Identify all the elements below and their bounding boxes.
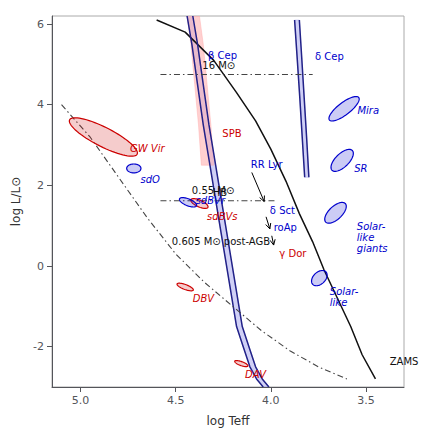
svg-text:Solar-: Solar-	[330, 286, 359, 297]
svg-text:β Cep: β Cep	[208, 50, 238, 62]
svg-text:2: 2	[37, 179, 44, 192]
svg-text:sdBVr: sdBVr	[195, 195, 225, 206]
svg-text:δ Sct: δ Sct	[270, 205, 295, 216]
svg-text:HB: HB	[213, 187, 228, 198]
svg-text:Mira: Mira	[357, 105, 379, 116]
svg-text:GW Vir: GW Vir	[130, 143, 165, 154]
svg-text:5.0: 5.0	[72, 394, 90, 407]
svg-text:log L/L⊙: log L/L⊙	[9, 177, 23, 227]
svg-text:DAV: DAV	[245, 369, 267, 380]
svg-text:RR Lyr: RR Lyr	[251, 159, 284, 170]
svg-text:0.605 M⊙ post-AGB: 0.605 M⊙ post-AGB	[172, 236, 270, 247]
svg-text:4.5: 4.5	[167, 394, 185, 407]
svg-text:γ Dor: γ Dor	[279, 248, 307, 259]
svg-text:3.5: 3.5	[357, 394, 375, 407]
svg-text:log Teff: log Teff	[206, 414, 250, 428]
svg-text:4: 4	[37, 98, 44, 111]
svg-text:like: like	[330, 297, 348, 308]
svg-text:-2: -2	[33, 340, 44, 353]
svg-text:4.0: 4.0	[262, 394, 280, 407]
svg-text:SR: SR	[354, 163, 367, 174]
svg-text:16 M⊙: 16 M⊙	[202, 60, 235, 71]
svg-text:like: like	[357, 232, 375, 243]
svg-text:DBV: DBV	[193, 293, 216, 304]
svg-text:sdO: sdO	[140, 174, 160, 185]
svg-text:ZAMS: ZAMS	[390, 356, 419, 367]
svg-text:6: 6	[37, 18, 44, 31]
svg-text:0.55 M⊙: 0.55 M⊙	[191, 184, 235, 196]
svg-text:sdBVs: sdBVs	[207, 211, 237, 222]
svg-text:SPB: SPB	[222, 128, 241, 139]
svg-text:δ Cep: δ Cep	[315, 51, 344, 62]
svg-text:giants: giants	[357, 243, 388, 254]
svg-text:0: 0	[37, 260, 44, 273]
svg-text:roAp: roAp	[274, 222, 297, 233]
svg-text:Solar-: Solar-	[357, 221, 386, 232]
